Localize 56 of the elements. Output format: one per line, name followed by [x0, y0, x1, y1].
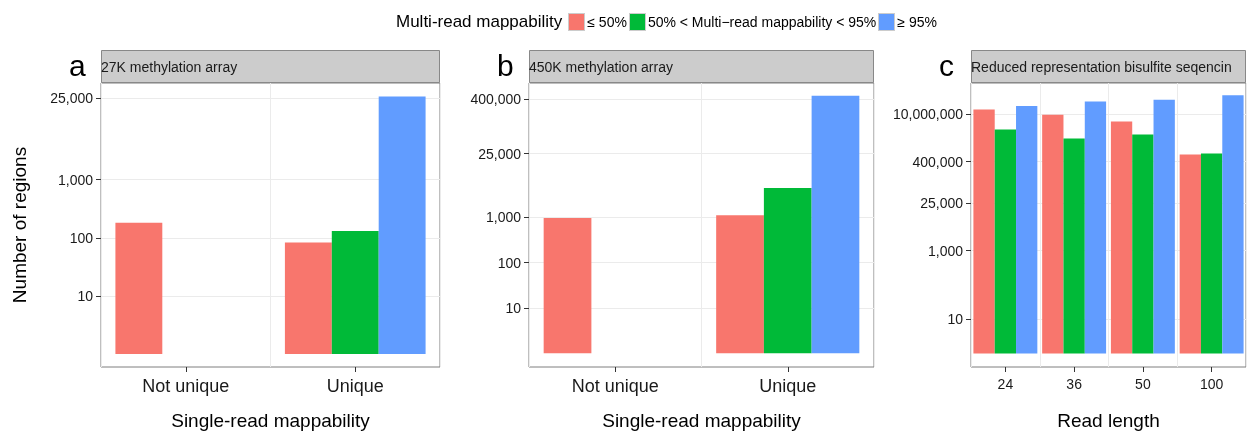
bar	[378, 96, 426, 355]
bar	[1063, 138, 1085, 354]
text: c	[939, 48, 954, 82]
x-tick-label: Unique	[759, 376, 817, 396]
y-axis-title: Number of regions	[9, 146, 30, 304]
legend-label: 50% < Multi−read mappability < 95%	[647, 14, 877, 30]
bar	[331, 231, 379, 355]
y-tick-label: 100	[497, 254, 522, 271]
chart-title: 27K methylation array	[101, 58, 238, 75]
y-tick-label: 25,000	[920, 194, 964, 211]
bar	[1132, 134, 1154, 354]
bar	[1042, 114, 1064, 354]
bar	[1179, 154, 1201, 354]
legend-title: Multi-read mappability	[396, 12, 563, 32]
bar	[1222, 95, 1244, 354]
chart-title: Reduced representation bisulfite seqencin	[971, 58, 1232, 75]
y-tick-label: 10	[505, 299, 522, 316]
x-axis-title: Single-read mappability	[171, 410, 371, 431]
bar	[716, 215, 764, 354]
x-tick-label: Unique	[326, 376, 384, 396]
y-tick-label: 1,000	[57, 171, 94, 188]
bar	[1110, 121, 1133, 354]
y-tick-label: 1,000	[927, 242, 964, 259]
chart-title: 450K methylation array	[529, 58, 673, 75]
bar	[284, 242, 332, 355]
text: b	[497, 48, 514, 82]
legend-label: ≥ 95%	[897, 14, 937, 30]
bar	[115, 222, 163, 355]
bar	[811, 95, 860, 354]
bar	[1200, 153, 1223, 354]
bar	[1153, 99, 1175, 354]
x-tick-label: 100	[1199, 376, 1224, 392]
y-tick-label: 25,000	[478, 145, 522, 162]
bar	[543, 218, 592, 354]
x-axis-title: Single-read mappability	[602, 410, 802, 431]
bar	[1016, 106, 1038, 354]
text: a	[69, 48, 86, 82]
y-tick-label: 1,000	[485, 209, 522, 226]
bar	[763, 187, 812, 354]
y-tick-label: 25,000	[50, 90, 94, 107]
y-tick-label: 10	[77, 287, 94, 304]
y-tick-label: 10	[947, 311, 964, 328]
x-tick-label: 24	[997, 376, 1014, 392]
x-tick-label: Not unique	[142, 376, 230, 396]
bar	[994, 129, 1017, 354]
y-tick-label: 400,000	[470, 90, 522, 107]
x-tick-label: 36	[1066, 376, 1083, 392]
y-tick-label: 10,000,000	[892, 105, 964, 122]
x-axis-title: Read length	[1057, 410, 1160, 431]
legend-label: ≤ 50%	[587, 14, 627, 30]
bar	[1084, 101, 1107, 354]
x-tick-label: 50	[1135, 376, 1151, 392]
y-tick-label: 100	[69, 229, 94, 246]
y-tick-label: 400,000	[912, 153, 964, 170]
bar	[973, 109, 995, 354]
x-tick-label: Not unique	[571, 376, 659, 396]
